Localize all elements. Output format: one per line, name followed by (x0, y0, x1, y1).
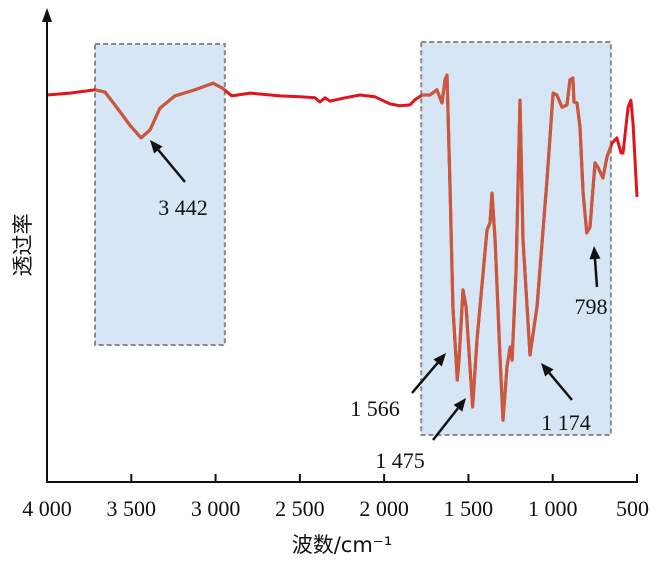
x-tick-label: 1 500 (444, 496, 494, 521)
x-axis-label: 波数/cm⁻¹ (292, 533, 393, 557)
x-tick-label: 4 000 (22, 496, 72, 521)
x-tick-label: 3 000 (191, 496, 241, 521)
y-axis-arrow-icon (42, 8, 52, 22)
arrowhead-icon (589, 246, 601, 260)
peak-label: 798 (575, 294, 608, 319)
annotation-arrow (593, 258, 599, 288)
annotation-arrow (411, 362, 439, 394)
peak-label: 1 174 (541, 410, 591, 435)
highlight-region-box (94, 43, 226, 346)
annotation-arrow (157, 149, 186, 183)
arrowhead-icon (150, 140, 163, 154)
x-tick-label: 1 000 (528, 496, 578, 521)
y-axis-label: 透过率 (11, 214, 35, 277)
peak-label: 1 566 (350, 396, 400, 421)
x-tick-label: 3 500 (107, 496, 157, 521)
annotation-arrow (432, 407, 459, 441)
annotation-arrow (548, 372, 573, 401)
peak-label: 1 475 (375, 448, 425, 473)
x-tick-label: 500 (616, 496, 649, 521)
arrowhead-icon (453, 398, 466, 412)
x-tick-label: 2 500 (275, 496, 325, 521)
peak-label: 3 442 (158, 195, 208, 220)
arrowhead-icon (541, 363, 554, 377)
arrowhead-icon (433, 353, 446, 367)
x-tick-label: 2 000 (359, 496, 409, 521)
